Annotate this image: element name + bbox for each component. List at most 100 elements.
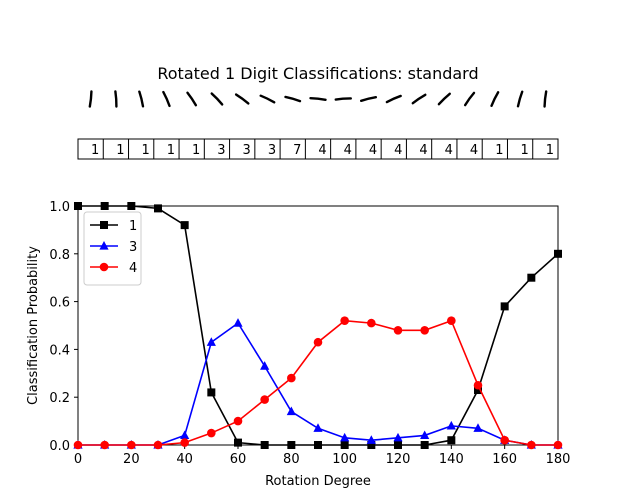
data-point-circle <box>100 440 109 450</box>
digit-stroke <box>385 94 402 104</box>
data-point-circle <box>420 325 429 335</box>
data-point-circle <box>153 440 163 450</box>
rotated-digit-image <box>490 91 500 107</box>
data-point-square <box>500 302 509 311</box>
data-point-triangle <box>180 430 190 440</box>
y-tick-label: 0.4 <box>49 343 70 358</box>
rotated-digit-image <box>385 94 402 104</box>
prediction-label: 4 <box>419 143 427 158</box>
digit-stroke <box>88 90 93 108</box>
data-point-square <box>100 221 108 229</box>
data-point-circle <box>313 337 323 347</box>
legend-label: 1 <box>129 219 137 234</box>
x-tick-label: 160 <box>492 452 517 467</box>
rotated-digit-image <box>138 90 145 108</box>
x-tick-label: 180 <box>546 452 571 467</box>
x-tick-label: 60 <box>230 452 247 467</box>
data-point-triangle <box>206 337 216 346</box>
digit-stroke <box>543 90 548 108</box>
digit-stroke <box>210 92 224 106</box>
data-point-square <box>74 202 82 210</box>
data-point-square <box>287 441 296 449</box>
rotated-digit-image <box>234 93 250 105</box>
x-tick-label: 0 <box>74 452 82 467</box>
digit-stroke <box>259 94 276 104</box>
data-point-triangle <box>393 432 403 442</box>
rotated-digit-image <box>360 95 378 103</box>
rotated-digit-image <box>309 97 327 101</box>
rotated-digit-image <box>259 94 276 104</box>
data-point-triangle <box>286 406 296 416</box>
axes-frame <box>77 205 559 446</box>
digit-stroke <box>284 95 302 103</box>
data-point-square <box>234 438 242 447</box>
data-point-square <box>207 388 216 397</box>
data-point-square <box>394 441 402 449</box>
legend-entry: 1 <box>90 219 137 234</box>
data-point-square <box>554 249 562 258</box>
y-axis-label: Classification Probability <box>26 246 41 405</box>
y-tick-label: 0.8 <box>49 248 70 263</box>
data-point-circle <box>207 428 216 438</box>
digit-stroke <box>490 91 500 107</box>
prediction-strip: 1 1 1 1 1 3 3 3 7 4 4 4 4 4 4 4 1 1 1 <box>77 138 559 160</box>
digit-stroke <box>334 97 352 101</box>
prediction-label: 1 <box>192 143 200 158</box>
legend-label: 4 <box>129 261 137 276</box>
rotated-digit-image <box>334 97 352 101</box>
data-point-circle <box>527 440 536 450</box>
series-4 <box>73 316 563 450</box>
digit-stroke <box>309 97 327 101</box>
prediction-label: 1 <box>546 143 554 158</box>
prediction-label: 4 <box>394 143 402 158</box>
rotated-digit-image <box>88 90 93 108</box>
data-point-square <box>180 221 189 230</box>
digit-stroke <box>360 95 378 103</box>
digit-stroke <box>516 90 524 108</box>
prediction-label: 1 <box>91 143 99 158</box>
data-point-triangle <box>313 423 323 432</box>
prediction-label: 4 <box>445 143 453 158</box>
data-point-circle <box>73 440 83 450</box>
data-point-circle <box>367 318 376 328</box>
prediction-label: 7 <box>293 143 301 158</box>
legend-label: 3 <box>129 240 137 255</box>
rotated-digit-strip <box>88 90 548 108</box>
rotated-digit-image <box>284 95 302 103</box>
data-point-circle <box>127 440 136 450</box>
x-axis-label: Rotation Degree <box>265 474 371 489</box>
rotated-digit-image <box>210 92 224 106</box>
data-point-triangle <box>473 423 483 432</box>
data-point-triangle <box>233 318 243 327</box>
y-tick-label: 0.2 <box>49 391 70 406</box>
data-point-square <box>447 436 456 445</box>
x-tick-label: 20 <box>123 452 140 467</box>
digit-stroke <box>186 91 198 107</box>
prediction-label: 4 <box>369 143 377 158</box>
data-point-triangle <box>340 432 350 442</box>
data-point-circle <box>233 416 243 426</box>
rotated-digit-image <box>543 90 548 108</box>
digit-stroke <box>437 92 451 106</box>
data-point-square <box>127 202 136 210</box>
rotated-digit-image <box>186 91 198 107</box>
x-tick-label: 80 <box>283 452 300 467</box>
data-point-circle <box>393 325 403 335</box>
prediction-label: 4 <box>344 143 352 158</box>
y-tick-label: 0.6 <box>49 296 70 311</box>
prediction-label: 1 <box>495 143 503 158</box>
x-tick-label: 40 <box>176 452 193 467</box>
legend: 1 3 4 <box>83 211 142 286</box>
data-point-square <box>100 202 109 210</box>
prediction-strip-border <box>77 138 559 160</box>
x-tick-label: 140 <box>439 452 464 467</box>
digit-stroke <box>162 90 171 108</box>
digit-stroke <box>138 90 145 108</box>
y-tick-label: 1.0 <box>49 200 70 215</box>
data-point-circle <box>287 373 296 383</box>
data-point-circle <box>553 440 563 450</box>
digit-stroke <box>411 93 427 105</box>
series-1 <box>74 202 562 449</box>
data-point-circle <box>99 262 109 272</box>
rotated-digit-image <box>411 93 427 105</box>
